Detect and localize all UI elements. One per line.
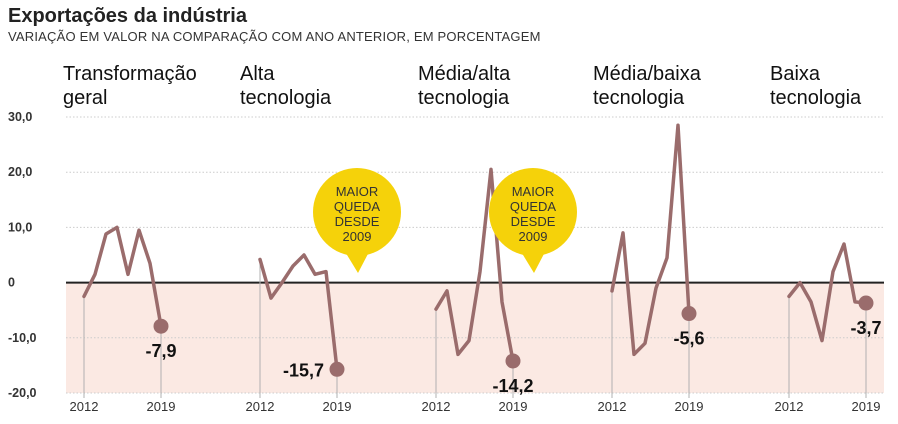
series-line (82, 225, 163, 328)
callout-text: 2009 (343, 229, 372, 244)
panel-title: tecnologia (240, 87, 332, 109)
x-tick-label: 2019 (323, 399, 352, 414)
x-tick-label: 2019 (147, 399, 176, 414)
end-point (681, 306, 697, 322)
panel-title: tecnologia (770, 87, 862, 109)
y-tick-label: 20,0 (8, 165, 32, 179)
chart-title: Exportações da indústria (8, 5, 248, 27)
panel-title: Transformação (63, 63, 197, 85)
end-value-label: -14,2 (492, 376, 533, 396)
end-point (858, 295, 874, 311)
panel-title: tecnologia (593, 87, 685, 109)
series-line (787, 242, 868, 343)
end-point (329, 361, 345, 377)
panel-title: geral (63, 87, 107, 109)
panel-title: Alta (240, 63, 275, 85)
end-value-label: -15,7 (283, 360, 324, 380)
y-tick-label: 10,0 (8, 220, 32, 234)
end-value-label: -7,9 (145, 341, 176, 361)
y-tick-label: -10,0 (8, 331, 37, 345)
y-tick-label: 30,0 (8, 110, 32, 124)
x-tick-label: 2019 (852, 399, 881, 414)
end-value-label: -5,6 (673, 329, 704, 349)
callout-text: MAIOR (336, 184, 379, 199)
x-tick-label: 2012 (70, 399, 99, 414)
y-tick-label: -20,0 (8, 386, 37, 400)
callout-text: 2009 (519, 229, 548, 244)
end-point (505, 353, 521, 369)
panel-title: Média/alta (418, 63, 511, 85)
callout-text: MAIOR (512, 184, 555, 199)
x-tick-label: 2012 (246, 399, 275, 414)
y-tick-label: 0 (8, 276, 15, 290)
x-tick-label: 2012 (422, 399, 451, 414)
x-tick-label: 2019 (499, 399, 528, 414)
callout-circle (313, 168, 401, 256)
panel-title: tecnologia (418, 87, 510, 109)
end-value-label: -3,7 (850, 318, 881, 338)
x-tick-label: 2012 (775, 399, 804, 414)
series-line (258, 253, 339, 372)
callout-pointer (520, 250, 546, 273)
x-tick-label: 2012 (598, 399, 627, 414)
series-line (434, 167, 515, 363)
callout-text: QUEDA (510, 199, 557, 214)
callout-pointer (344, 250, 370, 273)
callout-circle (489, 168, 577, 256)
panel-title: Baixa (770, 63, 821, 85)
callout-text: DESDE (511, 214, 556, 229)
panel-title: Média/baixa (593, 63, 702, 85)
series-line (610, 123, 691, 357)
x-tick-label: 2019 (675, 399, 704, 414)
callout-text: DESDE (335, 214, 380, 229)
chart-subtitle: VARIAÇÃO EM VALOR NA COMPARAÇÃO COM ANO … (8, 29, 541, 44)
callout-text: QUEDA (334, 199, 381, 214)
end-point (153, 318, 169, 334)
